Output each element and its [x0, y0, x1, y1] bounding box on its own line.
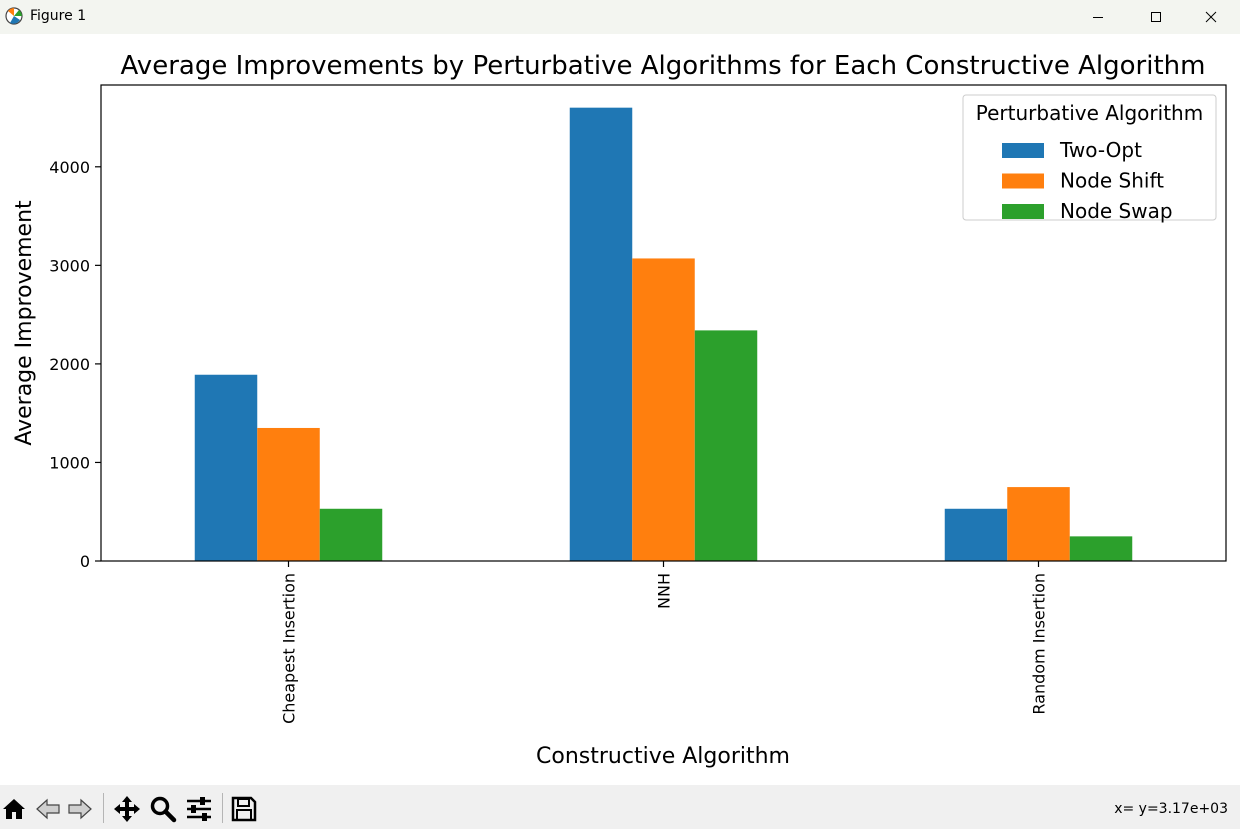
maximize-button[interactable] — [1127, 0, 1185, 34]
x-axis-label: Constructive Algorithm — [536, 744, 790, 769]
window-title: Figure 1 — [30, 8, 87, 24]
legend-swatch — [1002, 204, 1044, 219]
cursor-coordinates: x= y=3.17e+03 — [1114, 801, 1228, 817]
zoom-icon — [150, 796, 177, 823]
save-button[interactable] — [230, 795, 258, 823]
close-button[interactable] — [1182, 0, 1240, 34]
x-tick-label: Cheapest Insertion — [280, 573, 299, 724]
legend-entry: Node Swap — [1060, 199, 1173, 223]
bar — [257, 427, 320, 561]
bar — [944, 508, 1008, 561]
close-icon — [1205, 11, 1217, 23]
pan-icon — [114, 796, 140, 822]
x-tick-label: Random Insertion — [1030, 573, 1049, 715]
figure-canvas[interactable]: Average Improvements by Perturbative Alg… — [0, 34, 1240, 785]
y-axis-label: Average Improvement — [12, 200, 37, 446]
y-tick-label: 3000 — [49, 256, 90, 275]
save-icon — [231, 796, 257, 822]
chart-title: Average Improvements by Perturbative Alg… — [121, 51, 1206, 81]
y-tick-label: 1000 — [49, 453, 90, 472]
maximize-icon — [1151, 12, 1161, 22]
legend-swatch — [1002, 173, 1044, 189]
plot-frame — [100, 84, 1227, 562]
chart-svg: Average Improvements by Perturbative Alg… — [12, 51, 1227, 769]
bar — [194, 374, 258, 561]
back-button[interactable] — [34, 795, 62, 823]
y-axis: 0 1000 2000 3000 4000 — [49, 158, 101, 571]
zoom-button[interactable] — [149, 795, 177, 823]
minimize-button[interactable] — [1069, 0, 1127, 34]
bar — [632, 258, 695, 561]
back-icon — [36, 798, 60, 820]
x-tick-label: NNH — [655, 573, 674, 609]
legend-swatch — [1002, 143, 1044, 158]
bar — [1007, 487, 1070, 561]
forward-button[interactable] — [66, 795, 94, 823]
navigation-toolbar: x= y=3.17e+03 — [0, 785, 1240, 829]
minimize-icon — [1093, 17, 1103, 18]
configure-subplots-button[interactable] — [185, 795, 213, 823]
bar — [1069, 536, 1133, 561]
y-tick-label: 2000 — [49, 355, 90, 374]
bars-layer — [194, 107, 1133, 562]
forward-icon — [68, 798, 92, 820]
home-icon — [3, 799, 25, 819]
y-tick-label: 4000 — [49, 158, 90, 177]
legend-title: Perturbative Algorithm — [976, 101, 1203, 125]
window-titlebar: Figure 1 — [0, 0, 1240, 34]
legend-entry: Two-Opt — [1059, 138, 1142, 162]
toolbar-separator — [222, 793, 223, 823]
configure-subplots-icon — [187, 797, 211, 821]
matplotlib-app-icon — [4, 6, 24, 26]
legend: Perturbative Algorithm Two-Opt Node Shift N… — [962, 94, 1217, 223]
toolbar-separator — [103, 793, 104, 823]
home-button[interactable] — [0, 795, 28, 823]
legend-entry: Node Shift — [1060, 169, 1164, 193]
y-tick-label: 0 — [80, 552, 90, 571]
pan-button[interactable] — [113, 795, 141, 823]
bar — [569, 107, 633, 562]
x-axis: Cheapest Insertion NNH Random Insertion — [280, 561, 1049, 724]
legend-box — [962, 94, 1217, 221]
bar — [319, 508, 383, 561]
bar — [694, 330, 758, 561]
